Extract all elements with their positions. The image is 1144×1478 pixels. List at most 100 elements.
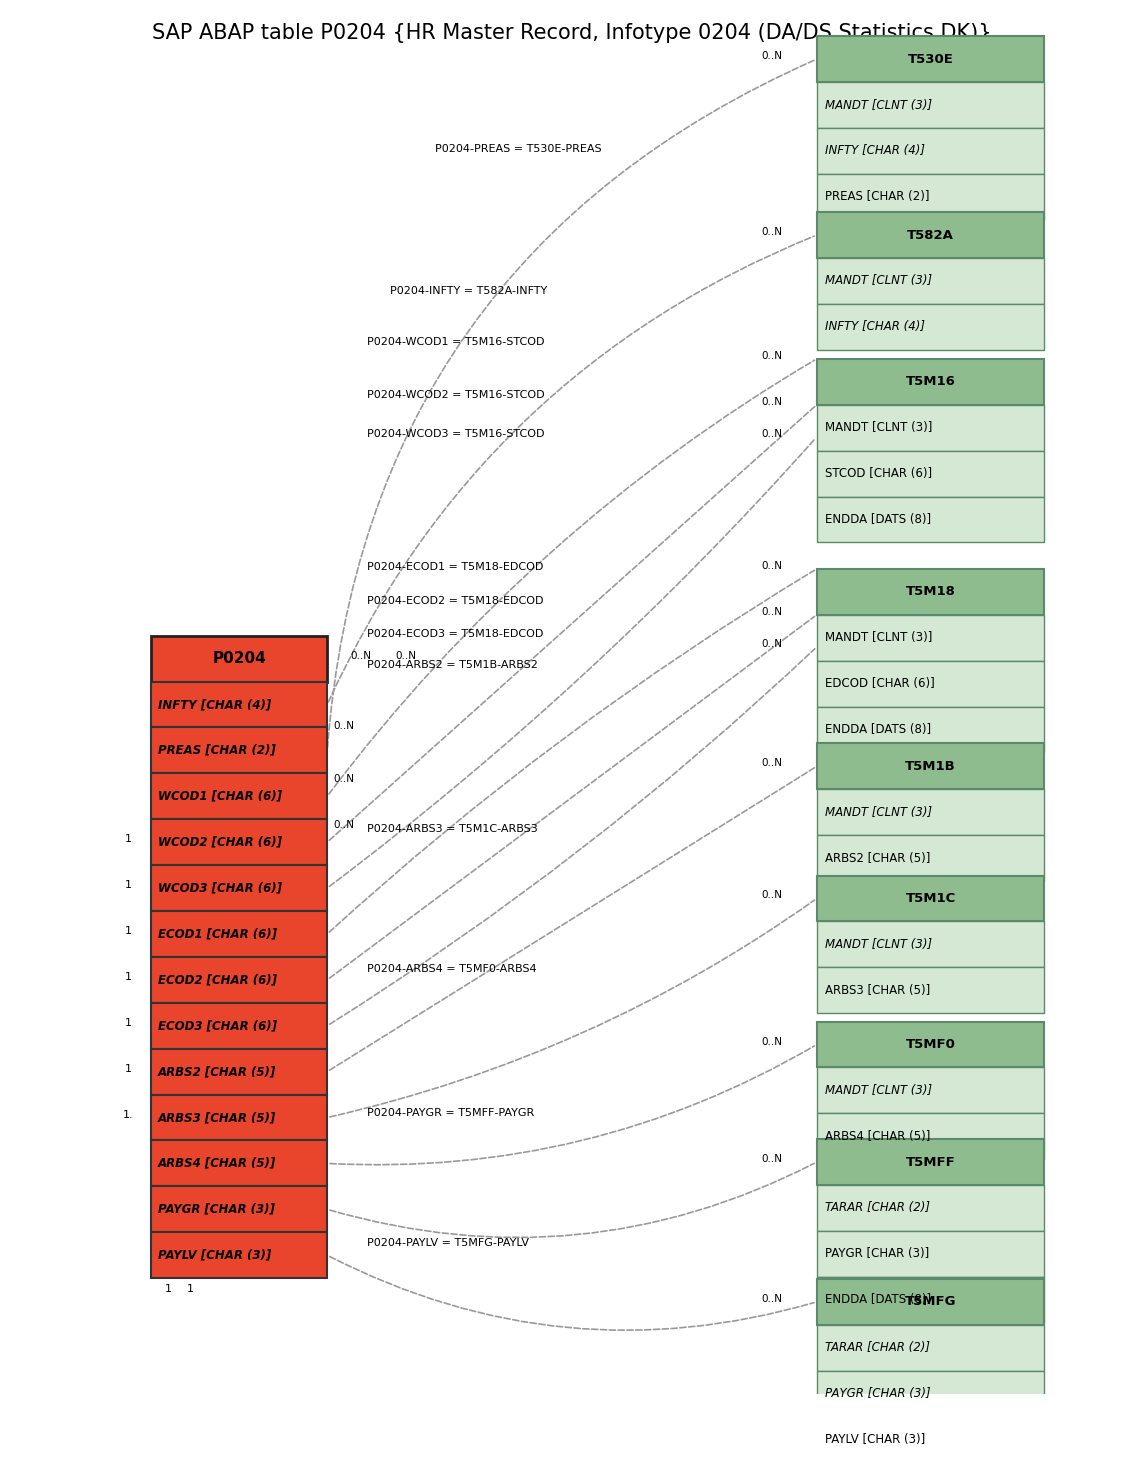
Text: 0..N: 0..N	[396, 650, 416, 661]
Text: MANDT [CLNT (3)]: MANDT [CLNT (3)]	[825, 939, 932, 950]
Text: PREAS [CHAR (2)]: PREAS [CHAR (2)]	[158, 743, 276, 757]
FancyArrowPatch shape	[329, 649, 815, 1024]
FancyBboxPatch shape	[817, 921, 1044, 967]
FancyBboxPatch shape	[817, 1185, 1044, 1231]
Text: 1: 1	[125, 973, 132, 981]
FancyBboxPatch shape	[151, 1002, 327, 1049]
Text: P0204-PAYLV = T5MFG-PAYLV: P0204-PAYLV = T5MFG-PAYLV	[367, 1239, 529, 1249]
Text: T5MFF: T5MFF	[906, 1156, 955, 1169]
FancyArrowPatch shape	[329, 406, 815, 841]
FancyBboxPatch shape	[817, 174, 1044, 220]
Text: 1: 1	[125, 1064, 132, 1073]
Text: TARAR [CHAR (2)]: TARAR [CHAR (2)]	[825, 1202, 930, 1215]
Text: 0..N: 0..N	[762, 1293, 782, 1304]
Text: 0..N: 0..N	[333, 721, 353, 732]
Text: 0..N: 0..N	[762, 396, 782, 406]
Text: P0204-PREAS = T530E-PREAS: P0204-PREAS = T530E-PREAS	[436, 143, 602, 154]
FancyBboxPatch shape	[817, 405, 1044, 451]
Text: 0..N: 0..N	[762, 758, 782, 769]
FancyBboxPatch shape	[151, 956, 327, 1002]
Text: MANDT [CLNT (3)]: MANDT [CLNT (3)]	[825, 1083, 932, 1097]
FancyArrowPatch shape	[329, 361, 815, 794]
Text: 0..N: 0..N	[333, 774, 353, 785]
FancyBboxPatch shape	[817, 615, 1044, 661]
Text: ARBS4 [CHAR (5)]: ARBS4 [CHAR (5)]	[158, 1157, 276, 1171]
FancyBboxPatch shape	[817, 1277, 1044, 1323]
FancyArrowPatch shape	[329, 616, 815, 978]
FancyBboxPatch shape	[817, 835, 1044, 881]
Text: P0204-ARBS4 = T5MF0-ARBS4: P0204-ARBS4 = T5MF0-ARBS4	[367, 965, 537, 974]
Text: 1: 1	[125, 834, 132, 844]
Text: 0..N: 0..N	[762, 607, 782, 616]
Text: 1: 1	[125, 879, 132, 890]
Text: MANDT [CLNT (3)]: MANDT [CLNT (3)]	[825, 631, 932, 644]
FancyBboxPatch shape	[817, 967, 1044, 1014]
FancyArrowPatch shape	[329, 1046, 815, 1165]
FancyBboxPatch shape	[151, 1141, 327, 1187]
FancyBboxPatch shape	[817, 129, 1044, 174]
FancyArrowPatch shape	[329, 571, 815, 933]
FancyBboxPatch shape	[817, 1021, 1044, 1067]
Text: ECOD2 [CHAR (6)]: ECOD2 [CHAR (6)]	[158, 974, 277, 986]
FancyBboxPatch shape	[817, 1370, 1044, 1416]
Text: PAYGR [CHAR (3)]: PAYGR [CHAR (3)]	[825, 1247, 929, 1261]
Text: P0204-ECOD2 = T5M18-EDCOD: P0204-ECOD2 = T5M18-EDCOD	[367, 596, 543, 606]
FancyBboxPatch shape	[151, 636, 327, 681]
Text: 0..N: 0..N	[762, 638, 782, 649]
FancyArrowPatch shape	[327, 61, 815, 748]
Text: SAP ABAP table P0204 {HR Master Record, Infotype 0204 (DA/DS Statistics DK)}: SAP ABAP table P0204 {HR Master Record, …	[152, 24, 992, 43]
Text: T5M16: T5M16	[906, 375, 955, 389]
Text: ENDDA [DATS (8)]: ENDDA [DATS (8)]	[825, 1293, 931, 1307]
Text: INFTY [CHAR (4)]: INFTY [CHAR (4)]	[825, 145, 924, 157]
FancyBboxPatch shape	[151, 1095, 327, 1141]
Text: ARBS3 [CHAR (5)]: ARBS3 [CHAR (5)]	[158, 1111, 276, 1125]
Text: 1: 1	[125, 1018, 132, 1027]
FancyBboxPatch shape	[817, 451, 1044, 497]
FancyBboxPatch shape	[151, 681, 327, 727]
Text: INFTY [CHAR (4)]: INFTY [CHAR (4)]	[158, 698, 271, 711]
FancyBboxPatch shape	[817, 497, 1044, 542]
Text: ARBS2 [CHAR (5)]: ARBS2 [CHAR (5)]	[158, 1066, 276, 1077]
Text: P0204-WCOD3 = T5M16-STCOD: P0204-WCOD3 = T5M16-STCOD	[367, 429, 545, 439]
FancyArrowPatch shape	[329, 1163, 815, 1237]
Text: MANDT [CLNT (3)]: MANDT [CLNT (3)]	[825, 421, 932, 435]
Text: WCOD2 [CHAR (6)]: WCOD2 [CHAR (6)]	[158, 835, 281, 848]
Text: P0204: P0204	[212, 650, 265, 667]
FancyBboxPatch shape	[817, 304, 1044, 350]
FancyBboxPatch shape	[817, 1416, 1044, 1462]
FancyBboxPatch shape	[151, 819, 327, 865]
FancyBboxPatch shape	[817, 213, 1044, 259]
Text: T5MF0: T5MF0	[906, 1038, 955, 1051]
FancyBboxPatch shape	[817, 1113, 1044, 1159]
Text: MANDT [CLNT (3)]: MANDT [CLNT (3)]	[825, 1083, 932, 1097]
FancyBboxPatch shape	[817, 743, 1044, 789]
FancyBboxPatch shape	[817, 1231, 1044, 1277]
Text: 1.: 1.	[122, 1110, 134, 1119]
Text: T530E: T530E	[907, 53, 954, 65]
Text: INFTY [CHAR (4)]: INFTY [CHAR (4)]	[825, 321, 924, 334]
Text: 1: 1	[188, 1284, 194, 1295]
Text: MANDT [CLNT (3)]: MANDT [CLNT (3)]	[825, 806, 932, 819]
FancyBboxPatch shape	[151, 1187, 327, 1233]
FancyBboxPatch shape	[817, 875, 1044, 921]
Text: 0..N: 0..N	[762, 890, 782, 900]
Text: WCOD1 [CHAR (6)]: WCOD1 [CHAR (6)]	[158, 789, 281, 803]
Text: PAYGR [CHAR (3)]: PAYGR [CHAR (3)]	[825, 1388, 930, 1400]
FancyBboxPatch shape	[151, 1049, 327, 1095]
FancyArrowPatch shape	[329, 767, 815, 1070]
Text: P0204-WCOD1 = T5M16-STCOD: P0204-WCOD1 = T5M16-STCOD	[367, 337, 545, 347]
Text: T5M1C: T5M1C	[906, 893, 955, 905]
FancyBboxPatch shape	[817, 706, 1044, 752]
Text: ECOD3 [CHAR (6)]: ECOD3 [CHAR (6)]	[158, 1020, 277, 1032]
Text: MANDT [CLNT (3)]: MANDT [CLNT (3)]	[825, 806, 932, 819]
Text: 0..N: 0..N	[762, 1154, 782, 1165]
Text: PAYLV [CHAR (3)]: PAYLV [CHAR (3)]	[825, 1434, 925, 1445]
Text: ENDDA [DATS (8)]: ENDDA [DATS (8)]	[825, 513, 931, 526]
Text: ARBS2 [CHAR (5)]: ARBS2 [CHAR (5)]	[825, 851, 930, 865]
FancyArrowPatch shape	[329, 439, 815, 887]
Text: T5MFG: T5MFG	[905, 1295, 956, 1308]
Text: MANDT [CLNT (3)]: MANDT [CLNT (3)]	[825, 99, 932, 111]
Text: P0204-INFTY = T582A-INFTY: P0204-INFTY = T582A-INFTY	[390, 285, 547, 296]
Text: WCOD3 [CHAR (6)]: WCOD3 [CHAR (6)]	[158, 881, 281, 894]
Text: 0..N: 0..N	[762, 350, 782, 361]
